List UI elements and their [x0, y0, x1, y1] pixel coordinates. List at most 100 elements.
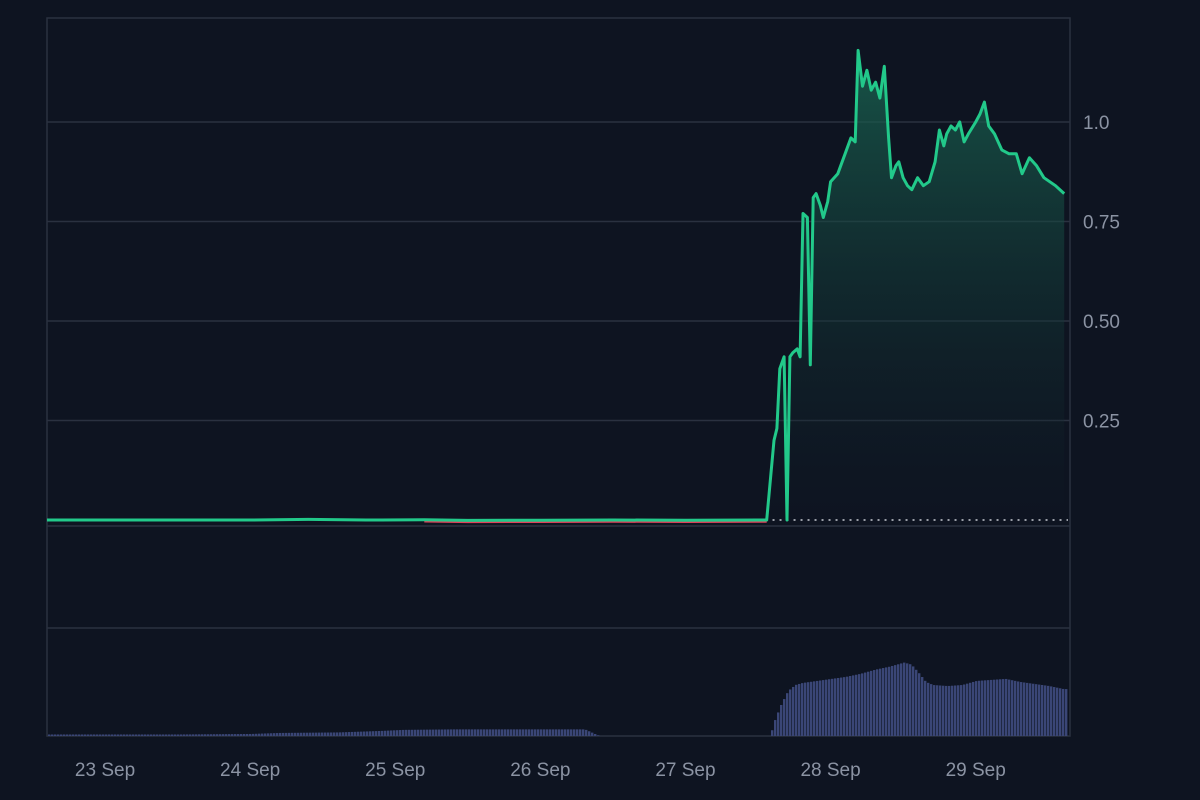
- volume-bar: [168, 734, 171, 736]
- volume-bar: [210, 734, 213, 736]
- volume-bar: [339, 732, 342, 736]
- volume-bar: [171, 734, 174, 736]
- volume-bar: [312, 732, 315, 736]
- volume-bar: [276, 733, 279, 736]
- volume-bar: [549, 729, 552, 736]
- volume-bar: [567, 729, 570, 736]
- volume-bar: [903, 662, 906, 736]
- volume-bar: [576, 729, 579, 736]
- volume-bar: [546, 729, 549, 736]
- volume-bar: [477, 729, 480, 736]
- volume-bar: [558, 729, 561, 736]
- volume-bar: [942, 685, 945, 736]
- volume-bar: [939, 685, 942, 736]
- volume-bar: [249, 733, 252, 736]
- volume-bar: [354, 731, 357, 736]
- volume-bar: [150, 734, 153, 736]
- volume-bar: [501, 729, 504, 736]
- volume-bar: [291, 732, 294, 736]
- volume-bar: [318, 732, 321, 736]
- volume-bar: [261, 733, 264, 736]
- volume-bar: [309, 732, 312, 736]
- volume-bar: [135, 734, 138, 736]
- x-tick-label: 24 Sep: [220, 760, 280, 781]
- volume-bar: [870, 670, 873, 736]
- volume-bar: [474, 729, 477, 736]
- volume-bar: [945, 685, 948, 736]
- volume-bar: [456, 729, 459, 736]
- volume-bar: [48, 734, 51, 736]
- volume-bar: [255, 733, 258, 736]
- volume-bar: [591, 732, 594, 736]
- volume-bar: [828, 679, 831, 736]
- volume-bar: [78, 734, 81, 736]
- volume-bar: [519, 729, 522, 736]
- volume-bar: [933, 685, 936, 736]
- y-tick-label: 0.75: [1083, 213, 1120, 234]
- volume-bar: [837, 677, 840, 736]
- volume-bar: [201, 734, 204, 736]
- volume-bar: [543, 729, 546, 736]
- volume-bar: [366, 731, 369, 736]
- volume-bar: [390, 730, 393, 736]
- volume-bar: [111, 734, 114, 736]
- volume-bars: [48, 662, 1068, 736]
- volume-bar: [126, 734, 129, 736]
- x-tick-label: 26 Sep: [510, 760, 570, 781]
- volume-bar: [831, 678, 834, 736]
- volume-bar: [492, 729, 495, 736]
- volume-bar: [330, 732, 333, 736]
- volume-bar: [333, 732, 336, 736]
- volume-bar: [387, 730, 390, 736]
- volume-bar: [72, 734, 75, 736]
- volume-bar: [180, 734, 183, 736]
- volume-bar: [75, 734, 78, 736]
- volume-bar: [138, 734, 141, 736]
- volume-bar: [81, 734, 84, 736]
- volume-bar: [375, 731, 378, 736]
- volume-bar: [186, 734, 189, 736]
- volume-bar: [207, 734, 210, 736]
- volume-bar: [213, 734, 216, 736]
- volume-bar: [561, 729, 564, 736]
- volume-bar: [1017, 681, 1020, 736]
- volume-bar: [891, 665, 894, 736]
- volume-bar: [429, 729, 432, 736]
- volume-bar: [849, 676, 852, 736]
- volume-bar: [957, 685, 960, 736]
- volume-bar: [564, 729, 567, 736]
- volume-bar: [924, 680, 927, 736]
- volume-bar: [897, 664, 900, 736]
- volume-bar: [198, 734, 201, 736]
- volume-bar: [930, 684, 933, 736]
- volume-bar: [324, 732, 327, 736]
- volume-bar: [1029, 683, 1032, 736]
- volume-bar: [921, 677, 924, 736]
- volume-bar: [555, 729, 558, 736]
- volume-bar: [909, 664, 912, 736]
- volume-bar: [462, 729, 465, 736]
- volume-bar: [1041, 685, 1044, 736]
- volume-bar: [63, 734, 66, 736]
- volume-bar: [537, 729, 540, 736]
- volume-bar: [93, 734, 96, 736]
- volume-bar: [918, 673, 921, 736]
- volume-bar: [60, 734, 63, 736]
- volume-bar: [471, 729, 474, 736]
- volume-bar: [219, 734, 222, 736]
- volume-bar: [816, 680, 819, 736]
- volume-bar: [108, 734, 111, 736]
- volume-bar: [360, 731, 363, 736]
- volume-bar: [393, 730, 396, 736]
- volume-bar: [141, 734, 144, 736]
- volume-bar: [498, 729, 501, 736]
- volume-bar: [954, 685, 957, 736]
- volume-bar: [789, 689, 792, 736]
- volume-bar: [426, 729, 429, 736]
- volume-bar: [423, 729, 426, 736]
- volume-bar: [990, 679, 993, 736]
- volume-bar: [282, 732, 285, 736]
- volume-bar: [297, 732, 300, 736]
- volume-bar: [879, 668, 882, 736]
- volume-bar: [573, 729, 576, 736]
